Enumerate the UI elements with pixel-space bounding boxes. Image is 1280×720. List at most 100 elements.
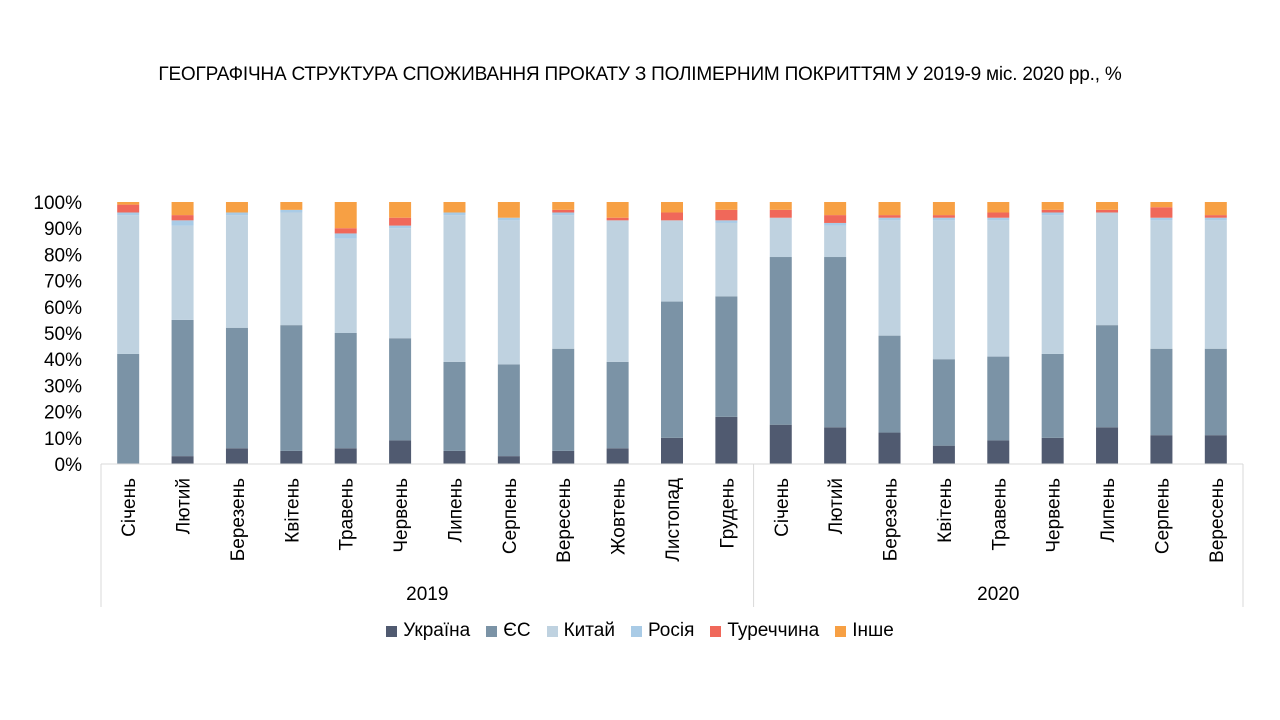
bar-segment-3	[443, 215, 466, 362]
bar-segment-5	[769, 209, 792, 218]
bar-segment-5	[1204, 215, 1227, 218]
legend-swatch	[835, 625, 847, 637]
bar-segment-1	[987, 440, 1010, 464]
bar-segment-5	[334, 228, 357, 234]
x-tick-label: Січень	[119, 478, 140, 537]
legend-item: Росія	[630, 620, 695, 642]
bar-segment-3	[1204, 220, 1227, 349]
legend-swatch	[546, 625, 558, 637]
legend-item: ЄС	[486, 620, 531, 642]
bar-segment-5	[389, 217, 412, 226]
y-tick-label: 70%	[44, 272, 82, 293]
x-tick-label: Жовтень	[609, 478, 630, 555]
bar-segment-1	[171, 456, 194, 464]
bar-segment-2	[878, 335, 901, 433]
bar-segment-3	[769, 217, 792, 258]
bar-segment-3	[280, 212, 303, 326]
bar-segment-1	[497, 456, 520, 464]
legend-label: Росія	[647, 620, 695, 641]
bar-segment-2	[606, 361, 629, 449]
x-tick-label: Квітень	[935, 478, 956, 543]
bar-segment-4	[280, 209, 303, 213]
x-tick-label: Вересень	[554, 478, 575, 563]
bar-segment-2	[334, 333, 357, 449]
x-tick-label: Березень	[228, 478, 249, 561]
bar-segment-4	[987, 217, 1010, 221]
bar-segment-5	[878, 215, 901, 218]
bar-segment-4	[171, 220, 194, 226]
x-tick-label: Липень	[445, 478, 466, 542]
bar-segment-5	[1041, 209, 1064, 213]
legend-swatch	[630, 625, 642, 637]
bar-segment-2	[769, 257, 792, 425]
bar-segment-2	[225, 327, 248, 449]
legend-swatch	[486, 625, 498, 637]
bar-segment-2	[443, 361, 466, 451]
legend-item: Туреччина	[710, 620, 819, 642]
bar-segment-4	[932, 217, 955, 221]
bar-segment-6	[1204, 202, 1227, 216]
bar-segment-2	[171, 319, 194, 457]
y-tick-label: 50%	[44, 324, 82, 345]
bar-segment-4	[552, 212, 575, 216]
legend-label: Україна	[403, 620, 471, 641]
bar-segment-6	[715, 202, 738, 210]
bar-segment-4	[1204, 217, 1227, 221]
bar-segment-6	[117, 202, 140, 205]
bar-segment-3	[171, 225, 194, 320]
bar-segment-2	[824, 257, 847, 428]
legend-item: Інше	[835, 620, 894, 642]
bar-segment-2	[552, 348, 575, 451]
bar-segment-4	[1041, 212, 1064, 216]
legend: Україна ЄС Китай Росія Туреччина Інше	[0, 620, 1280, 642]
legend-swatch	[710, 625, 722, 637]
bar-segment-6	[443, 202, 466, 213]
bars-layer	[117, 202, 1227, 464]
y-tick-label: 40%	[44, 350, 82, 371]
legend-item: Китай	[546, 620, 615, 642]
bar-segment-6	[1041, 202, 1064, 210]
bar-segment-3	[117, 215, 140, 354]
bar-segment-2	[661, 301, 683, 438]
bar-segment-5	[715, 209, 738, 221]
bar-segment-1	[824, 427, 847, 464]
x-tick-label: Липень	[1098, 478, 1119, 542]
bar-segment-1	[1096, 427, 1119, 464]
bar-segment-6	[552, 202, 575, 210]
bar-segment-2	[1204, 348, 1227, 436]
bar-segment-6	[878, 202, 901, 216]
y-tick-label: 90%	[44, 219, 82, 240]
bar-segment-2	[932, 359, 955, 446]
bar-segment-4	[1150, 217, 1173, 221]
bar-segment-1	[552, 450, 575, 464]
bar-segment-5	[824, 215, 847, 223]
x-tick-label: Грудень	[717, 478, 738, 549]
bar-segment-6	[171, 202, 194, 216]
y-axis: 0% 10% 20% 30% 40% 50% 60% 70% 80% 90% 100%	[33, 193, 82, 476]
bar-segment-2	[1041, 353, 1064, 438]
bar-segment-4	[389, 225, 412, 229]
bar-segment-1	[1204, 435, 1227, 464]
bar-segment-3	[225, 215, 248, 328]
bar-segment-5	[932, 215, 955, 218]
y-tick-label: 60%	[44, 298, 82, 319]
bar-segment-6	[932, 202, 955, 216]
bar-segment-6	[1150, 202, 1173, 208]
bar-segment-2	[497, 364, 520, 457]
bar-segment-3	[606, 220, 629, 362]
bar-segment-2	[1096, 325, 1119, 428]
bar-segment-4	[497, 217, 520, 221]
bar-segment-1	[225, 448, 248, 464]
bar-segment-6	[334, 202, 357, 229]
bar-segment-3	[661, 220, 683, 302]
bar-segment-1	[878, 432, 901, 464]
x-tick-label: Листопад	[663, 478, 684, 562]
bar-segment-2	[117, 353, 140, 464]
bar-segment-5	[661, 212, 683, 221]
chart-title: ГЕОГРАФІЧНА СТРУКТУРА СПОЖИВАННЯ ПРОКАТУ…	[158, 64, 1122, 85]
x-tick-label: Вересень	[1207, 478, 1228, 563]
bar-segment-3	[1150, 220, 1173, 349]
bar-segment-4	[824, 222, 847, 226]
bar-segment-1	[280, 450, 303, 464]
y-tick-label: 20%	[44, 403, 82, 424]
